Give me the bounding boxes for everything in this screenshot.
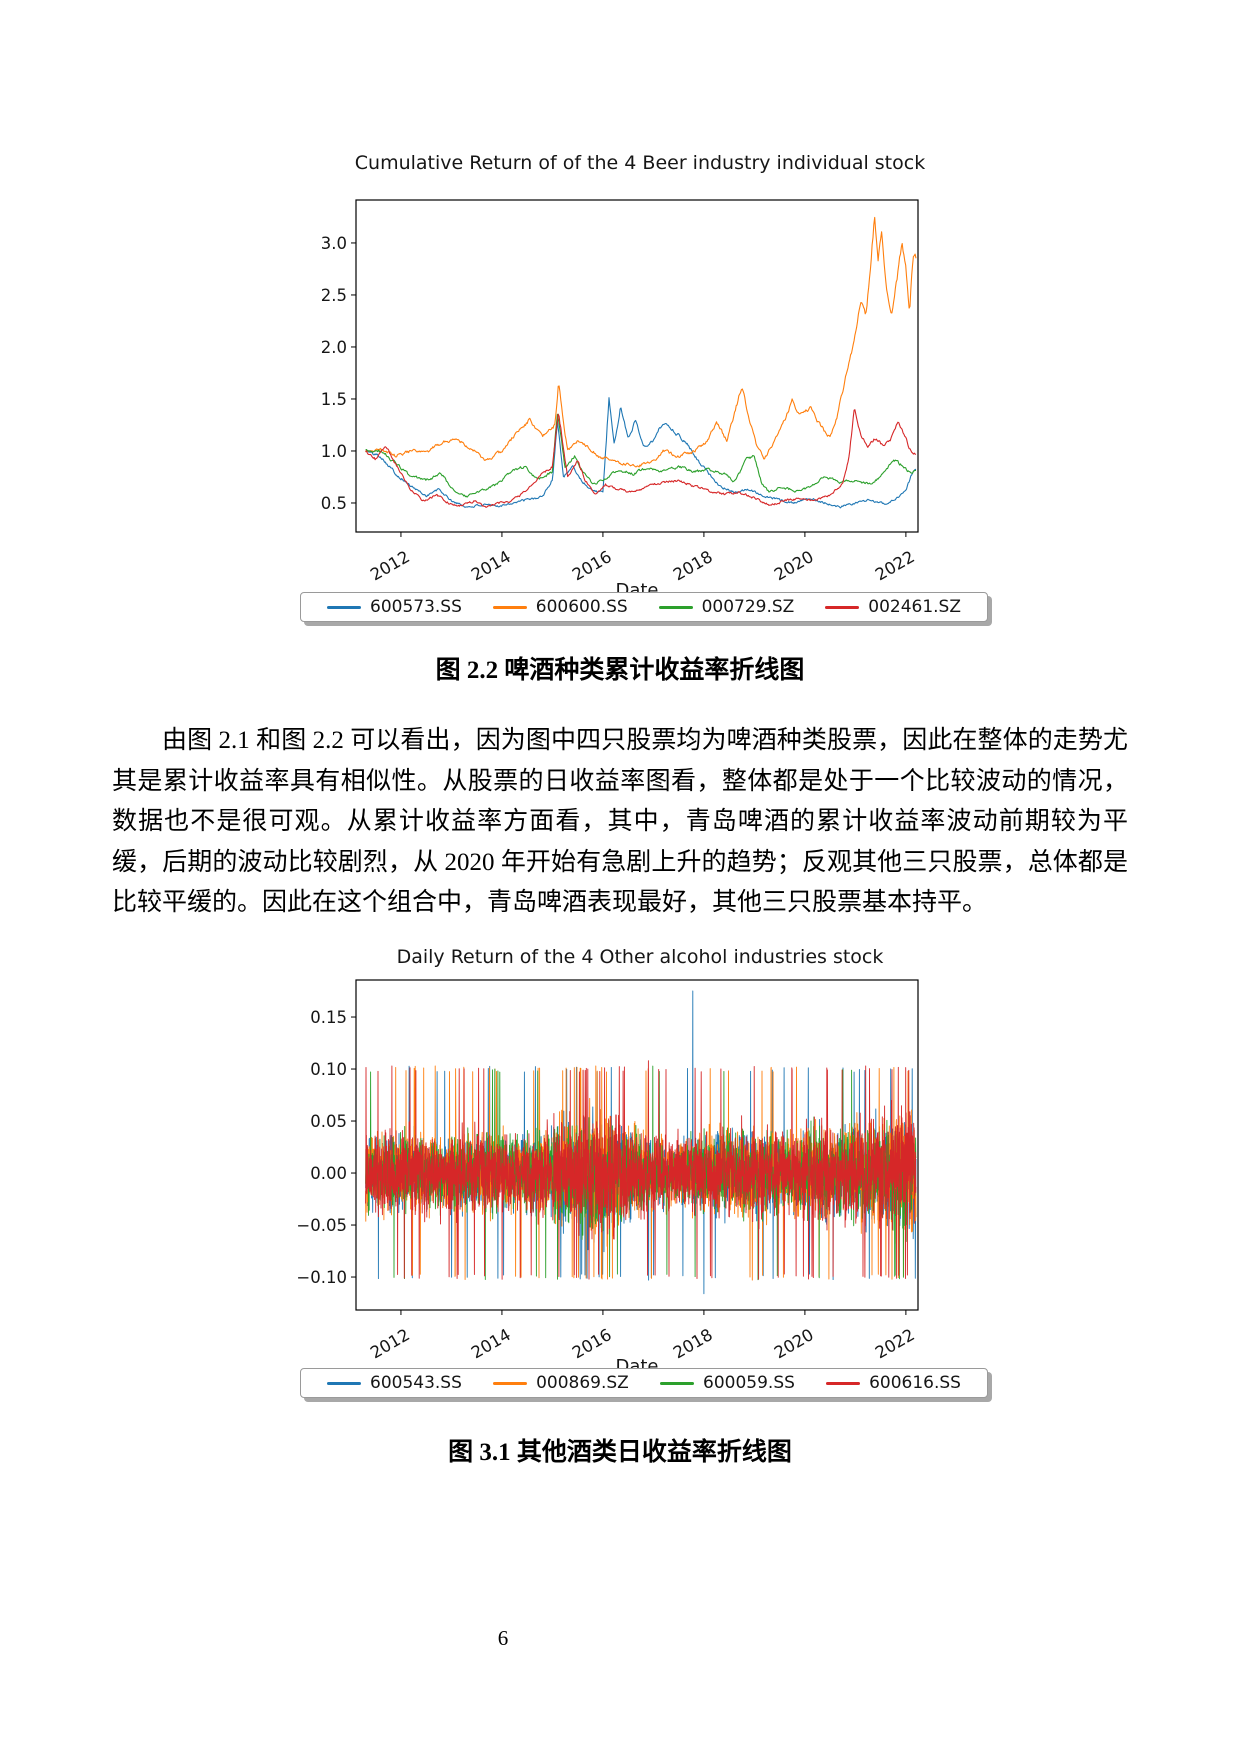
legend-label: 600573.SS [370,597,462,617]
y-tick-label: 3.0 [321,234,347,253]
x-tick-label: 2018 [670,1325,716,1362]
legend-item: 600573.SS [327,597,462,617]
legend-line-swatch [658,605,693,609]
chart-legend: 600573.SS 600600.SS 000729.SZ 002461.SZ [300,592,988,622]
y-tick-label: 0.05 [310,1112,347,1131]
legend-item: 600543.SS [327,1373,462,1393]
cumulative-return-chart: 2012 2014 2016 2018 2020 2022 0.5 1.0 1.5 2.0 2.5 3… [321,199,919,601]
x-tick-label: 2022 [872,547,918,584]
legend-label: 000729.SZ [701,597,795,617]
x-tick-label: 2016 [569,1325,615,1362]
legend-label: 000869.SZ [536,1373,629,1393]
plot-border [355,199,919,533]
x-tick-label: 2020 [771,1325,817,1362]
chart-legend: 600543.SS 000869.SZ 600059.SS 600616.SS [300,1368,988,1398]
legend-line-swatch [327,605,361,609]
y-tick-label: 1.5 [321,390,347,409]
x-tick-label: 2012 [367,1325,413,1362]
legend-label: 600600.SS [535,597,628,617]
x-tick-label: 2014 [468,547,514,584]
legend-item: 600616.SS [826,1373,961,1393]
series-line-000729.SZ [365,413,916,498]
y-tick-label: 0.00 [310,1164,347,1183]
legend-line-swatch [825,605,860,609]
series-line-600600.SS [365,216,917,468]
y-tick-label: 2.5 [321,286,347,305]
x-tick-label: 2022 [872,1325,918,1362]
series-line-600573.SS [365,397,917,509]
chart-title: Cumulative Return of of the 4 Beer indus… [354,152,926,174]
legend-label: 600059.SS [703,1373,795,1393]
body-paragraph: 由图 2.1 和图 2.2 可以看出，因为图中四只股票均为啤酒种类股票，因此在整… [112,727,1128,916]
legend-line-swatch [660,1381,695,1385]
y-tick-label: −0.10 [296,1268,347,1287]
x-tick-label: 2016 [569,547,615,584]
x-tick-label: 2018 [670,547,716,584]
x-tick-label: 2014 [468,1325,514,1362]
y-tick-label: 2.0 [321,338,347,357]
y-tick-label: 0.15 [310,1008,347,1027]
legend-line-swatch [826,1381,861,1385]
plot-border [355,979,919,1311]
legend-label: 002461.SZ [868,597,961,617]
chart-title: Daily Return of the 4 Other alcohol indu… [396,946,884,968]
legend-label: 600543.SS [370,1373,462,1393]
figure-caption: 图 3.1 其他酒类日收益率折线图 [448,1439,792,1466]
y-tick-label: 0.5 [321,494,347,513]
legend-label: 600616.SS [869,1373,961,1393]
legend-item: 600059.SS [660,1373,795,1393]
legend-line-swatch [493,1381,528,1385]
page-number: 6 [497,1626,509,1650]
legend-item: 000869.SZ [493,1373,629,1393]
y-tick-label: −0.05 [296,1216,347,1235]
y-tick-label: 1.0 [321,442,347,461]
legend-item: 002461.SZ [825,597,961,617]
legend-item: 600600.SS [492,597,628,617]
legend-item: 000729.SZ [658,597,795,617]
x-tick-label: 2012 [367,547,413,584]
figure-cumulative-return: Cumulative Return of of the 4 Beer indus… [285,148,995,634]
figure-caption: 图 2.2 啤酒种类累计收益率折线图 [435,657,805,684]
legend-line-swatch [327,1381,361,1385]
y-tick-label: 0.10 [310,1060,347,1079]
figure-daily-return: Daily Return of the 4 Other alcohol indu… [285,942,995,1408]
x-tick-label: 2020 [771,547,817,584]
daily-return-chart: 2012 2014 2016 2018 2020 2022 −0.10 −0.05 0.00 0.… [296,979,919,1377]
series-line-002461.SZ [365,409,917,508]
legend-line-swatch [492,605,527,609]
series-line-600616.SS [365,1060,917,1280]
